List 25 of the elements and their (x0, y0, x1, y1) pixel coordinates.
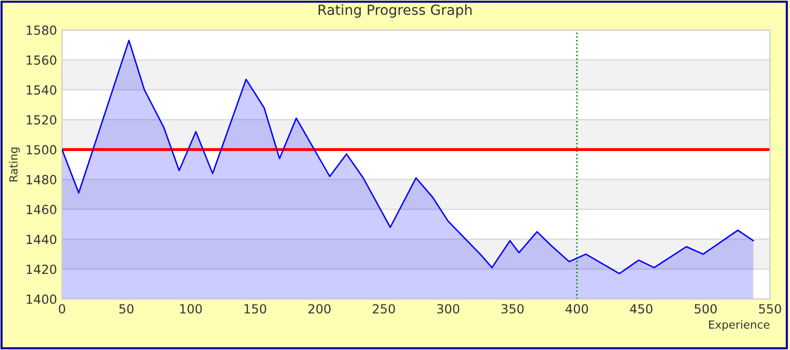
x-tick-label: 400 (566, 304, 588, 314)
x-tick-label: 550 (759, 304, 782, 314)
x-tick-label: 200 (308, 304, 331, 314)
y-tick-label: 1520 (26, 115, 56, 125)
y-tick-label: 1500 (26, 145, 56, 154)
y-tick-label: 1420 (26, 264, 56, 274)
y-tick-label: 1480 (26, 174, 56, 184)
x-tick-label: 0 (58, 304, 66, 314)
y-tick-label: 1540 (26, 85, 56, 95)
x-tick-label: 150 (244, 304, 266, 314)
x-tick-label: 250 (372, 304, 395, 314)
y-tick-label: 1580 (26, 25, 56, 35)
x-tick-label: 350 (502, 304, 524, 314)
x-tick-label: 500 (694, 304, 717, 314)
y-axis-title: Rating (9, 148, 20, 182)
x-tick-label: 450 (630, 304, 652, 314)
x-tick-label: 100 (180, 304, 202, 314)
y-tick-label: 1460 (26, 204, 56, 214)
y-tick-label: 1440 (26, 234, 56, 244)
x-axis-title: Experience (709, 320, 770, 331)
x-tick-label: 300 (437, 304, 460, 314)
x-tick-label: 50 (119, 304, 134, 314)
y-tick-label: 1400 (26, 294, 56, 304)
y-tick-label: 1560 (26, 55, 56, 65)
chart-title: Rating Progress Graph (318, 4, 472, 18)
